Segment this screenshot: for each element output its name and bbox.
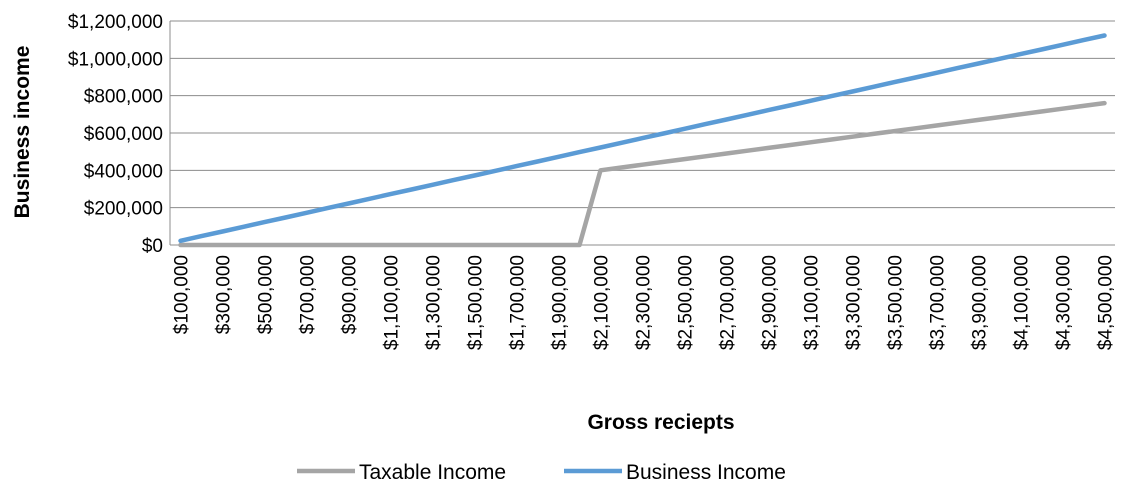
x-tick-label: $2,300,000: [634, 255, 655, 350]
legend-label: Taxable Income: [359, 461, 506, 484]
y-tick-label: $1,000,000: [68, 49, 163, 70]
series-lines: [178, 33, 1107, 248]
x-tick-label: $500,000: [256, 255, 277, 334]
x-tick-label: $4,500,000: [1096, 255, 1117, 350]
x-tick-label: $100,000: [172, 255, 193, 334]
x-tick-label: $700,000: [298, 255, 319, 334]
series-line-taxable-income: [178, 100, 1107, 248]
y-tick-label: $1,200,000: [68, 12, 163, 33]
x-tick-label: $2,100,000: [592, 255, 613, 350]
x-tick-label: $1,100,000: [382, 255, 403, 350]
y-tick-label: $0: [142, 236, 163, 257]
legend-label: Business Income: [626, 461, 786, 484]
x-axis-title: Gross reciepts: [587, 411, 734, 434]
y-tick-label: $600,000: [84, 124, 163, 145]
x-tick-label: $1,500,000: [466, 255, 487, 350]
x-axis-ticks: $100,000 $300,000 $500,000 $700,000 $900,000…: [172, 255, 1117, 350]
x-tick-label: $3,300,000: [844, 255, 865, 350]
x-tick-label: $1,900,000: [550, 255, 571, 350]
x-tick-label: $300,000: [214, 255, 235, 334]
y-tick-label: $400,000: [84, 161, 163, 182]
legend: Taxable Income Business Income: [297, 461, 786, 484]
x-tick-label: $900,000: [340, 255, 361, 334]
y-tick-label: $200,000: [84, 199, 163, 220]
series-line-business-income: [178, 33, 1107, 244]
x-tick-label: $1,700,000: [508, 255, 529, 350]
x-tick-label: $4,100,000: [1012, 255, 1033, 350]
x-tick-label: $3,100,000: [802, 255, 823, 350]
x-tick-label: $3,900,000: [970, 255, 991, 350]
x-tick-label: $2,900,000: [760, 255, 781, 350]
x-tick-label: $2,700,000: [718, 255, 739, 350]
x-tick-label: $3,700,000: [928, 255, 949, 350]
x-tick-label: $3,500,000: [886, 255, 907, 350]
y-axis-title: Business income: [11, 46, 34, 219]
x-tick-label: $2,500,000: [676, 255, 697, 350]
y-axis-ticks: $0 $200,000 $400,000 $600,000 $800,000 $1,000…: [68, 12, 163, 257]
x-tick-label: $1,300,000: [424, 255, 445, 350]
y-tick-label: $800,000: [84, 87, 163, 108]
x-tick-label: $4,300,000: [1054, 255, 1075, 350]
